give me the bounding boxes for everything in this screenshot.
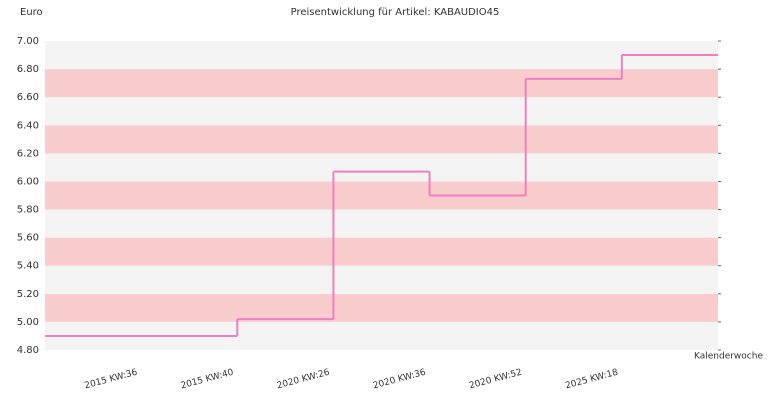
- band: [45, 265, 718, 294]
- y-tick-label: 6.80: [17, 64, 39, 75]
- y-tick-label: 5.20: [17, 289, 39, 300]
- band: [45, 41, 718, 70]
- band: [45, 293, 718, 322]
- y-axis-label: Euro: [20, 7, 43, 18]
- y-tick-label: 4.80: [17, 345, 39, 356]
- y-tick-label: 5.40: [17, 261, 39, 272]
- y-tick-label: 6.00: [17, 176, 39, 187]
- y-tick-label: 6.20: [17, 148, 39, 159]
- x-tick-label: 2020 KW:52: [468, 368, 523, 392]
- band: [45, 237, 718, 266]
- y-tick-label: 5.60: [17, 233, 39, 244]
- x-tick-label: 2020 KW:36: [372, 368, 427, 392]
- chart-title: Preisentwicklung für Artikel: KABAUDIO45: [291, 7, 500, 18]
- x-tick-label: 2020 KW:26: [276, 368, 331, 392]
- y-tick-label: 7.00: [17, 36, 39, 47]
- x-axis-label: Kalenderwoche: [694, 352, 763, 362]
- band: [45, 97, 718, 126]
- band: [45, 125, 718, 154]
- y-tick-label: 5.00: [17, 317, 39, 328]
- y-tick-label: 6.60: [17, 92, 39, 103]
- band: [45, 209, 718, 238]
- y-tick-label: 5.80: [17, 205, 39, 216]
- x-tick-label: 2025 KW:18: [564, 368, 619, 392]
- band: [45, 69, 718, 98]
- band: [45, 153, 718, 182]
- x-tick-label: 2015 KW:36: [84, 368, 139, 392]
- band: [45, 181, 718, 210]
- x-tick-label: 2015 KW:40: [180, 368, 235, 392]
- y-tick-label: 6.40: [17, 120, 39, 131]
